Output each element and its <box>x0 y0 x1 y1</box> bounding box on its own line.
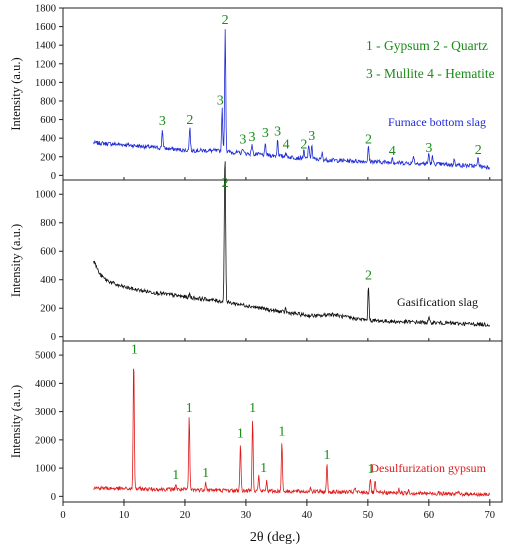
peak-label: 2 <box>365 269 372 284</box>
peak-label: 2 <box>475 143 482 158</box>
y-tick-label: 400 <box>40 275 56 286</box>
y-axis-label: Intensity (a.u.) <box>9 224 23 297</box>
y-tick-label: 200 <box>40 304 56 315</box>
x-tick-label: 70 <box>485 510 496 521</box>
y-tick-label: 3000 <box>35 407 56 418</box>
series-line-3 <box>93 368 490 498</box>
y-tick-label: 200 <box>40 152 56 163</box>
y-tick-label: 2000 <box>35 435 56 446</box>
legend-key: 1 - Gypsum 2 - Quartz 3 - Mullite 4 - He… <box>366 38 495 81</box>
y-tick-label: 1000 <box>35 464 56 475</box>
y-axis-label: Intensity (a.u.) <box>9 57 23 130</box>
peak-label: 1 <box>260 461 267 476</box>
y-tick-label: 400 <box>40 134 56 145</box>
peak-label: 1 <box>324 448 331 463</box>
peak-label: 2 <box>222 13 229 28</box>
series-lines <box>93 29 490 498</box>
y-tick-label: 0 <box>51 171 56 182</box>
y-tick-label: 1400 <box>35 41 56 52</box>
y-tick-label: 0 <box>51 492 56 503</box>
panel-frame-1 <box>62 7 503 181</box>
y-tick-label: 600 <box>40 115 56 126</box>
y-tick-label: 1000 <box>35 190 56 201</box>
series-name-label: Desulfurization gypsum <box>370 461 486 475</box>
peak-label: 2 <box>300 137 307 152</box>
panel-frame-3 <box>62 340 503 503</box>
y-axis-label: Intensity (a.u.) <box>9 385 23 458</box>
peak-label: 1 <box>202 466 209 481</box>
y-tick-label: 800 <box>40 218 56 229</box>
y-tick-label: 800 <box>40 96 56 107</box>
peak-label: 1 <box>172 468 179 483</box>
x-tick-label: 40 <box>302 510 313 521</box>
peak-label: 3 <box>425 141 432 156</box>
series-name-label: Furnace bottom slag <box>388 115 486 129</box>
peak-label: 4 <box>283 137 290 152</box>
peak-label: 3 <box>159 114 166 129</box>
y-tick-label: 0 <box>51 332 56 343</box>
x-tick-label: 0 <box>60 510 65 521</box>
y-tick-label: 4000 <box>35 379 56 390</box>
x-tick-label: 20 <box>180 510 191 521</box>
y-tick-label: 600 <box>40 247 56 258</box>
peak-label: 1 <box>131 343 138 358</box>
legend-key-line-1: 1 - Gypsum 2 - Quartz <box>366 38 488 53</box>
peak-label: 4 <box>389 144 396 159</box>
x-tick-label: 60 <box>424 510 435 521</box>
peak-label: 1 <box>278 424 285 439</box>
panel-frames <box>62 7 503 503</box>
y-tick-label: 5000 <box>35 351 56 362</box>
peak-label: 1 <box>237 427 244 442</box>
y-tick-label: 1200 <box>35 59 56 70</box>
legend-key-line-2: 3 - Mullite 4 - Hematite <box>366 66 495 81</box>
peak-label: 3 <box>308 129 315 144</box>
peak-label: 3 <box>239 133 246 148</box>
peak-label: 2 <box>186 113 193 128</box>
series-line-2 <box>93 161 490 327</box>
peak-label: 3 <box>217 94 224 109</box>
peak-label: 1 <box>186 401 193 416</box>
peak-label: 3 <box>262 126 269 141</box>
peak-label: 1 <box>367 462 374 477</box>
peak-label: 2 <box>222 176 229 191</box>
x-tick-label: 50 <box>363 510 374 521</box>
peak-label: 2 <box>365 133 372 148</box>
series-name-label: Gasification slag <box>397 295 478 309</box>
axis-ticks: 020040060080010001200140016001800Intensi… <box>9 4 495 522</box>
peak-label: 3 <box>274 124 281 139</box>
x-tick-label: 10 <box>119 510 130 521</box>
y-tick-label: 1600 <box>35 22 56 33</box>
y-tick-label: 1000 <box>35 78 56 89</box>
x-axis-label: 2θ (deg.) <box>250 530 301 545</box>
y-tick-label: 1800 <box>35 4 56 15</box>
peak-label: 3 <box>249 130 256 145</box>
panel-frame-2 <box>62 179 503 342</box>
series-line-1 <box>93 29 490 171</box>
peak-label: 1 <box>249 401 256 416</box>
x-tick-label: 30 <box>241 510 252 521</box>
